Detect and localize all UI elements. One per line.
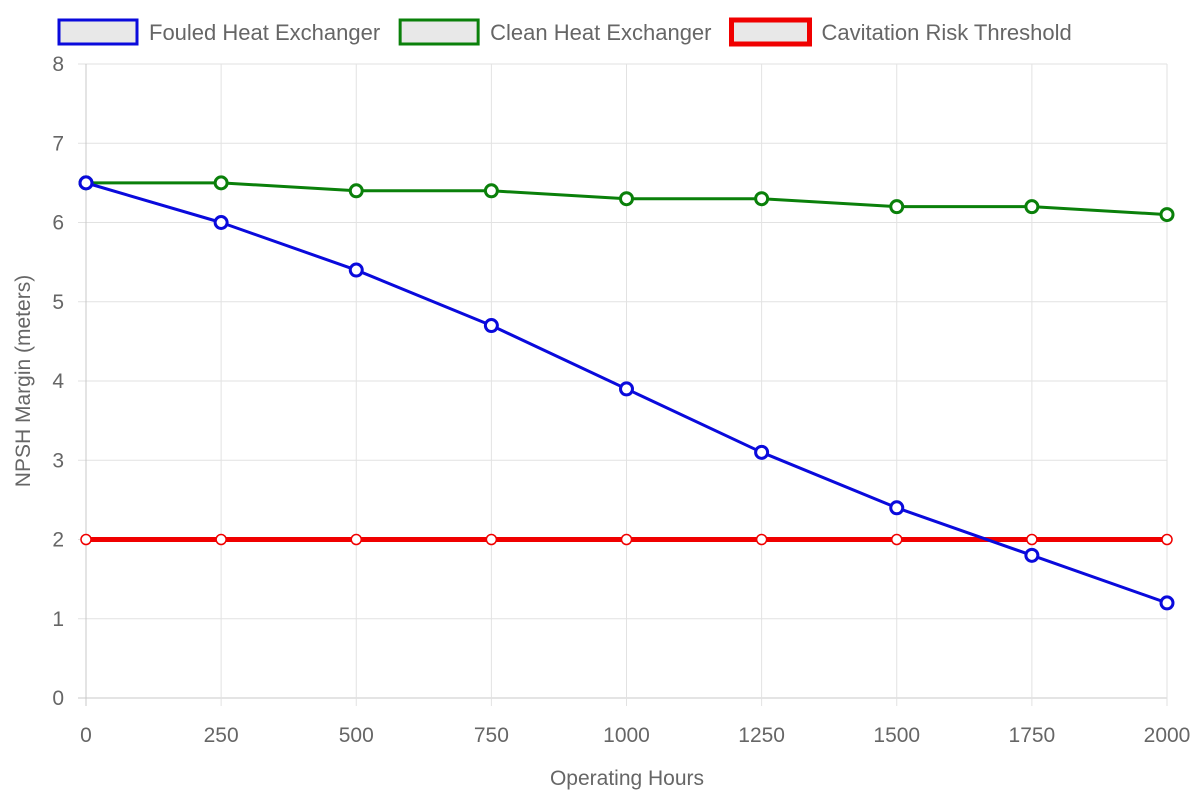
legend-item[interactable]: Fouled Heat Exchanger — [57, 18, 380, 46]
x-axis-title: Operating Hours — [550, 767, 704, 790]
y-tick-label: 2 — [52, 529, 64, 552]
data-point[interactable] — [78, 175, 94, 191]
data-point[interactable] — [483, 318, 499, 334]
data-point[interactable] — [350, 533, 362, 546]
x-tick-label: 500 — [339, 724, 374, 747]
data-point[interactable] — [619, 191, 634, 207]
x-tick-label: 1750 — [1009, 724, 1056, 747]
x-tick-label: 0 — [80, 724, 92, 747]
legend-label: Clean Heat Exchanger — [490, 20, 711, 45]
x-tick-label: 250 — [204, 724, 239, 747]
axes: 0 1 2 3 4 5 6 7 8 0 250 500 750 1000 1250 1500 1750 2000 — [52, 53, 1190, 747]
data-point[interactable] — [348, 262, 364, 278]
y-tick-label: 3 — [52, 449, 64, 472]
data-point[interactable] — [80, 533, 92, 546]
data-point[interactable] — [754, 191, 770, 207]
data-point[interactable] — [485, 533, 498, 546]
legend-swatch — [398, 18, 480, 46]
legend-item[interactable]: Clean Heat Exchanger — [398, 18, 712, 46]
data-point[interactable] — [889, 199, 905, 215]
legend-label: Fouled Heat Exchanger — [149, 20, 380, 45]
legend-swatch — [729, 17, 812, 47]
series-2 — [78, 175, 1175, 223]
x-tick-label: 1000 — [603, 724, 650, 747]
x-tick-label: 1250 — [738, 724, 785, 747]
data-point[interactable] — [483, 183, 499, 199]
data-point[interactable] — [1159, 595, 1175, 611]
y-tick-label: 5 — [52, 291, 64, 314]
y-tick-label: 7 — [52, 132, 64, 155]
series-3 — [80, 533, 1173, 546]
data-point[interactable] — [891, 533, 903, 546]
data-point[interactable] — [1026, 533, 1038, 546]
series-1 — [78, 175, 1175, 611]
x-tick-label: 2000 — [1144, 724, 1191, 747]
y-tick-label: 8 — [52, 53, 64, 76]
data-point[interactable] — [348, 183, 364, 199]
data-point[interactable] — [215, 533, 227, 546]
legend-item[interactable]: Cavitation Risk Threshold — [729, 17, 1072, 47]
data-point[interactable] — [754, 444, 770, 460]
data-point[interactable] — [889, 500, 905, 516]
data-point[interactable] — [1161, 533, 1173, 546]
data-point[interactable] — [755, 533, 768, 546]
data-point[interactable] — [213, 175, 229, 191]
data-point[interactable] — [1024, 547, 1040, 563]
x-tick-label: 750 — [474, 724, 509, 747]
y-tick-label: 0 — [52, 687, 64, 710]
data-point[interactable] — [1159, 207, 1175, 223]
y-tick-label: 1 — [52, 608, 64, 631]
y-tick-label: 6 — [52, 212, 64, 235]
data-point[interactable] — [1024, 199, 1040, 215]
data-point[interactable] — [619, 381, 634, 397]
data-point[interactable] — [213, 215, 229, 230]
x-tick-label: 1500 — [873, 724, 920, 747]
legend-swatch — [57, 18, 139, 46]
legend: Fouled Heat Exchanger Clean Heat Exchange… — [57, 17, 1072, 47]
data-point[interactable] — [620, 533, 633, 546]
legend-label: Cavitation Risk Threshold — [822, 20, 1072, 45]
y-axis-title: NPSH Margin (meters) — [12, 275, 35, 487]
series-layer — [78, 175, 1175, 611]
y-tick-label: 4 — [52, 370, 64, 393]
